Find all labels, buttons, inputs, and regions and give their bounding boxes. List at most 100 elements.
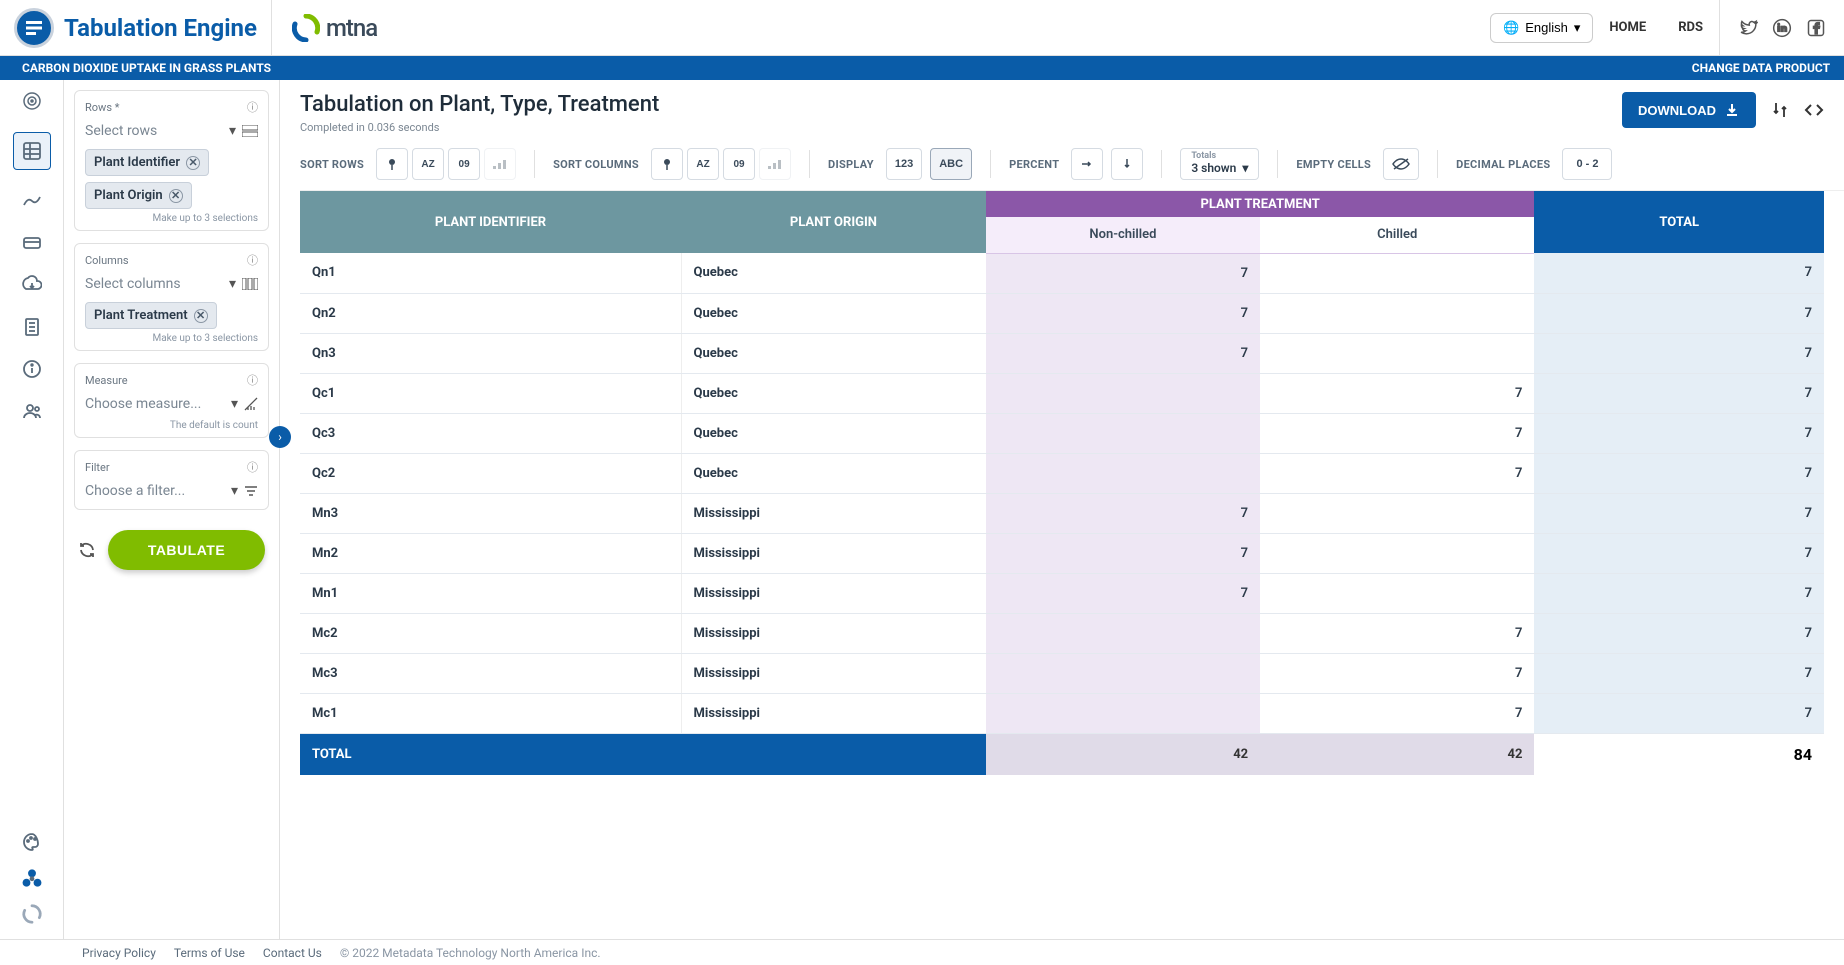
cell-id: Qn3 bbox=[300, 333, 681, 373]
cell-id: Mn3 bbox=[300, 493, 681, 533]
percent-row[interactable] bbox=[1071, 148, 1103, 180]
display-123[interactable]: 123 bbox=[886, 148, 922, 180]
rail-chart-icon[interactable] bbox=[21, 190, 43, 212]
tabulation-title: Tabulation on Plant, Type, Treatment bbox=[300, 92, 659, 117]
display-abc[interactable]: ABC bbox=[930, 148, 972, 180]
sort-rows-az[interactable]: AZ bbox=[412, 148, 444, 180]
header-non-chilled[interactable]: Non-chilled bbox=[986, 217, 1260, 253]
rail-info-icon[interactable] bbox=[21, 358, 43, 380]
reset-icon[interactable] bbox=[78, 541, 96, 559]
rows-info-icon[interactable]: ⓘ bbox=[247, 99, 258, 115]
swap-icon[interactable] bbox=[1770, 100, 1790, 120]
measure-placeholder: Choose measure... bbox=[85, 396, 201, 412]
sort-cols-bars bbox=[759, 148, 791, 180]
columns-info-icon[interactable]: ⓘ bbox=[247, 252, 258, 268]
header-plant-origin[interactable]: PLANT ORIGIN bbox=[681, 191, 986, 253]
cell-origin: Mississippi bbox=[681, 493, 986, 533]
rail-download-icon[interactable] bbox=[21, 274, 43, 296]
code-icon[interactable] bbox=[1804, 100, 1824, 120]
cell-chilled: 7 bbox=[1260, 373, 1534, 413]
footer-contact[interactable]: Contact Us bbox=[263, 946, 322, 960]
chip-plant-treatment[interactable]: Plant Treatment✕ bbox=[85, 302, 217, 329]
filter-select[interactable]: Choose a filter... ▾ bbox=[85, 475, 258, 503]
caret-down-icon: ▾ bbox=[231, 483, 238, 499]
table-toolbar: SORT ROWS AZ 09 SORT COLUMNS AZ 09 DISPL… bbox=[300, 142, 1844, 191]
table-row: Qn3Quebec77 bbox=[300, 333, 1824, 373]
download-button[interactable]: DOWNLOAD bbox=[1622, 92, 1756, 128]
crosstab-table: PLANT IDENTIFIER PLANT ORIGIN PLANT TREA… bbox=[300, 191, 1824, 775]
rail-target-icon[interactable] bbox=[21, 90, 43, 112]
display-label: DISPLAY bbox=[828, 158, 878, 171]
sort-cols-pin[interactable] bbox=[651, 148, 683, 180]
filter-info-icon[interactable]: ⓘ bbox=[247, 459, 258, 475]
facebook-icon[interactable] bbox=[1806, 18, 1826, 38]
app-title: Tabulation Engine bbox=[64, 14, 257, 42]
chip-plant-identifier[interactable]: Plant Identifier✕ bbox=[85, 149, 209, 176]
remove-icon[interactable]: ✕ bbox=[194, 309, 208, 323]
rail-doc-icon[interactable] bbox=[21, 316, 43, 338]
sort-rows-pin[interactable] bbox=[376, 148, 408, 180]
rows-label: Rows * bbox=[85, 101, 119, 114]
rail-refresh-icon[interactable] bbox=[21, 903, 43, 925]
cell-total: 7 bbox=[1534, 453, 1824, 493]
filter-placeholder: Choose a filter... bbox=[85, 483, 185, 499]
measure-select[interactable]: Choose measure... ▾ bbox=[85, 388, 258, 416]
sort-rows-09[interactable]: 09 bbox=[448, 148, 480, 180]
table-row: Qn2Quebec77 bbox=[300, 293, 1824, 333]
decimals-value[interactable]: 0 - 2 bbox=[1562, 148, 1612, 180]
cell-origin: Quebec bbox=[681, 253, 986, 293]
topbar: Tabulation Engine mtna 🌐 English ▾ HOME … bbox=[0, 0, 1844, 56]
remove-icon[interactable]: ✕ bbox=[169, 189, 183, 203]
linkedin-icon[interactable] bbox=[1772, 18, 1792, 38]
columns-group: Columnsⓘ Select columns ▾ Plant Treatmen… bbox=[74, 243, 269, 351]
sort-cols-label: SORT COLUMNS bbox=[553, 158, 643, 171]
footer-terms[interactable]: Terms of Use bbox=[174, 946, 245, 960]
cell-non-chilled bbox=[986, 693, 1260, 733]
nav-home[interactable]: HOME bbox=[1593, 20, 1662, 35]
cell-total: 7 bbox=[1534, 373, 1824, 413]
columns-helper: Make up to 3 selections bbox=[85, 329, 258, 344]
cell-chilled bbox=[1260, 533, 1534, 573]
header-plant-identifier[interactable]: PLANT IDENTIFIER bbox=[300, 191, 681, 253]
rail-card-icon[interactable] bbox=[21, 232, 43, 254]
measure-info-icon[interactable]: ⓘ bbox=[247, 372, 258, 388]
rail-tabulate-icon[interactable] bbox=[13, 132, 51, 170]
rows-placeholder: Select rows bbox=[85, 123, 157, 139]
header-chilled[interactable]: Chilled bbox=[1260, 217, 1534, 253]
twitter-icon[interactable] bbox=[1738, 18, 1758, 38]
percent-col[interactable] bbox=[1111, 148, 1143, 180]
cell-chilled: 7 bbox=[1260, 693, 1534, 733]
sort-rows-label: SORT ROWS bbox=[300, 158, 368, 171]
totals-selector[interactable]: Totals 3 shown▾ bbox=[1180, 148, 1259, 180]
app-logo-icon bbox=[14, 8, 54, 48]
rows-helper: Make up to 3 selections bbox=[85, 209, 258, 224]
rows-group: Rows *ⓘ Select rows ▾ Plant Identifier✕ … bbox=[74, 90, 269, 231]
empty-cells-toggle[interactable] bbox=[1383, 148, 1419, 180]
nav-rds[interactable]: RDS bbox=[1662, 20, 1719, 35]
header-plant-treatment[interactable]: PLANT TREATMENT bbox=[986, 191, 1535, 217]
rail-brand-icon[interactable] bbox=[21, 867, 43, 889]
sort-cols-az[interactable]: AZ bbox=[687, 148, 719, 180]
change-product-link[interactable]: CHANGE DATA PRODUCT bbox=[1692, 61, 1844, 75]
config-panel: Rows *ⓘ Select rows ▾ Plant Identifier✕ … bbox=[64, 80, 280, 939]
cell-chilled: 7 bbox=[1260, 613, 1534, 653]
filter-label: Filter bbox=[85, 461, 110, 474]
sort-cols-09[interactable]: 09 bbox=[723, 148, 755, 180]
partner-logo[interactable]: mtna bbox=[271, 0, 397, 55]
rail-users-icon[interactable] bbox=[21, 400, 43, 422]
rail-palette-icon[interactable] bbox=[21, 831, 43, 853]
chip-plant-origin[interactable]: Plant Origin✕ bbox=[85, 182, 192, 209]
rows-select[interactable]: Select rows ▾ bbox=[85, 115, 258, 143]
cell-non-chilled bbox=[986, 453, 1260, 493]
cell-origin: Mississippi bbox=[681, 653, 986, 693]
cell-id: Qc3 bbox=[300, 413, 681, 453]
language-selector[interactable]: 🌐 English ▾ bbox=[1490, 13, 1593, 43]
collapse-panel-button[interactable]: › bbox=[269, 426, 291, 448]
totals-label-cell: TOTAL bbox=[300, 733, 986, 775]
cell-total: 7 bbox=[1534, 413, 1824, 453]
tabulate-button[interactable]: TABULATE bbox=[108, 530, 265, 570]
columns-select[interactable]: Select columns ▾ bbox=[85, 268, 258, 296]
remove-icon[interactable]: ✕ bbox=[186, 156, 200, 170]
grand-total: 84 bbox=[1534, 733, 1824, 775]
footer-privacy[interactable]: Privacy Policy bbox=[82, 946, 156, 960]
